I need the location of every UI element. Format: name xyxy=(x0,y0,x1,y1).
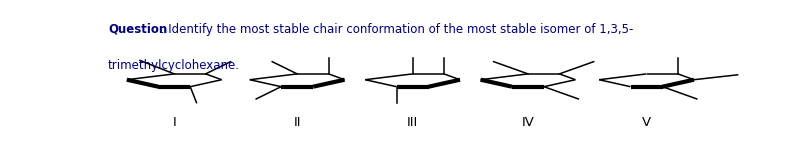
Text: IV: IV xyxy=(522,116,535,129)
Text: Question: Question xyxy=(108,23,167,36)
Text: : Identify the most stable chair conformation of the most stable isomer of 1,3,5: : Identify the most stable chair conform… xyxy=(153,23,634,36)
Text: II: II xyxy=(293,116,301,129)
Text: V: V xyxy=(642,116,651,129)
Text: III: III xyxy=(407,116,418,129)
Text: trimethylcyclohexane.: trimethylcyclohexane. xyxy=(108,59,240,73)
Text: I: I xyxy=(172,116,176,129)
